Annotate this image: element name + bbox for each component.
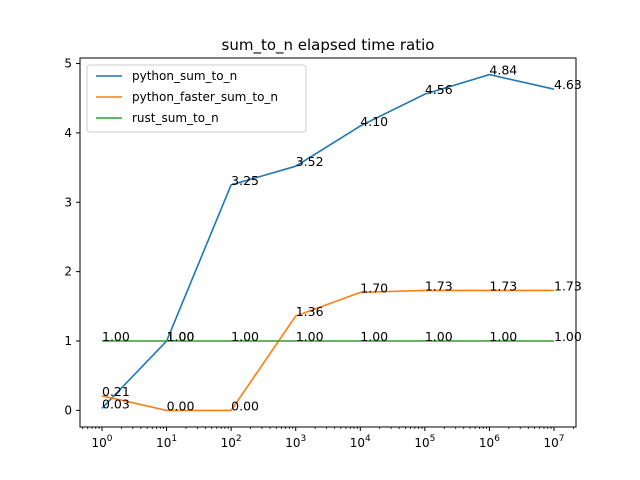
data-label: 1.00 bbox=[489, 329, 517, 344]
data-labels: 0.03 1.00 3.25 3.52 4.10 4.56 4.84 4.63 0.21 0.00… bbox=[102, 63, 582, 414]
legend: python_sum_to_n python_faster_sum_to_nrus… bbox=[86, 64, 307, 133]
y-tick-label: 0 bbox=[64, 403, 72, 417]
data-label: 1.00 bbox=[231, 329, 259, 344]
x-tick-label: 101 bbox=[156, 434, 177, 450]
x-tick-label: 107 bbox=[543, 434, 564, 450]
y-tick-label: 5 bbox=[64, 57, 72, 71]
data-label: 1.00 bbox=[296, 329, 324, 344]
y-tick-label: 1 bbox=[64, 334, 72, 348]
series-lines bbox=[101, 73, 555, 412]
data-label: 3.52 bbox=[296, 154, 324, 169]
data-label: 0.00 bbox=[167, 398, 195, 413]
data-label: 1.00 bbox=[425, 329, 453, 344]
data-label: 1.00 bbox=[360, 329, 388, 344]
y-tick-label: 3 bbox=[64, 195, 72, 209]
y-axis: 0 1 2 3 4 5 bbox=[64, 57, 80, 417]
data-label: 1.73 bbox=[425, 278, 453, 293]
x-tick-label: 100 bbox=[91, 434, 112, 450]
data-label: 1.00 bbox=[167, 329, 195, 344]
data-label: 1.73 bbox=[554, 278, 582, 293]
data-label: 0.00 bbox=[231, 398, 259, 413]
x-tick-label: 105 bbox=[414, 434, 435, 450]
chart-title: sum_to_n elapsed time ratio bbox=[222, 36, 435, 55]
data-label: 0.03 bbox=[102, 396, 130, 411]
y-tick-label: 2 bbox=[64, 265, 72, 279]
data-label: 4.56 bbox=[425, 82, 453, 97]
series-line-python_sum_to_n bbox=[101, 73, 555, 409]
data-label: 4.84 bbox=[489, 63, 517, 78]
x-tick-label: 102 bbox=[221, 434, 242, 450]
legend-label: python_faster_sum_to_n bbox=[132, 90, 278, 104]
data-label: 1.36 bbox=[296, 304, 324, 319]
legend-label: rust_sum_to_n bbox=[132, 111, 219, 125]
data-label: 1.70 bbox=[360, 280, 388, 295]
legend-label: python_sum_to_n bbox=[132, 69, 237, 83]
data-label: 1.00 bbox=[102, 329, 130, 344]
data-label: 1.00 bbox=[554, 329, 582, 344]
data-label: 0.21 bbox=[102, 384, 130, 399]
data-label: 4.10 bbox=[360, 114, 388, 129]
data-label: 1.00 bbox=[167, 329, 195, 344]
y-tick-label: 4 bbox=[64, 126, 72, 140]
x-tick-label: 104 bbox=[350, 434, 371, 450]
x-tick-label: 106 bbox=[479, 434, 500, 450]
x-tick-label: 103 bbox=[285, 434, 306, 450]
data-label: 3.25 bbox=[231, 173, 259, 188]
data-label: 4.63 bbox=[554, 77, 582, 92]
series-line-python_faster_sum_to_n bbox=[101, 289, 554, 412]
legend-box bbox=[86, 64, 307, 133]
x-axis: 100 101 102 103 104 105 106 107 bbox=[82, 427, 574, 450]
data-label: 1.73 bbox=[489, 278, 517, 293]
plot-frame bbox=[79, 57, 577, 428]
